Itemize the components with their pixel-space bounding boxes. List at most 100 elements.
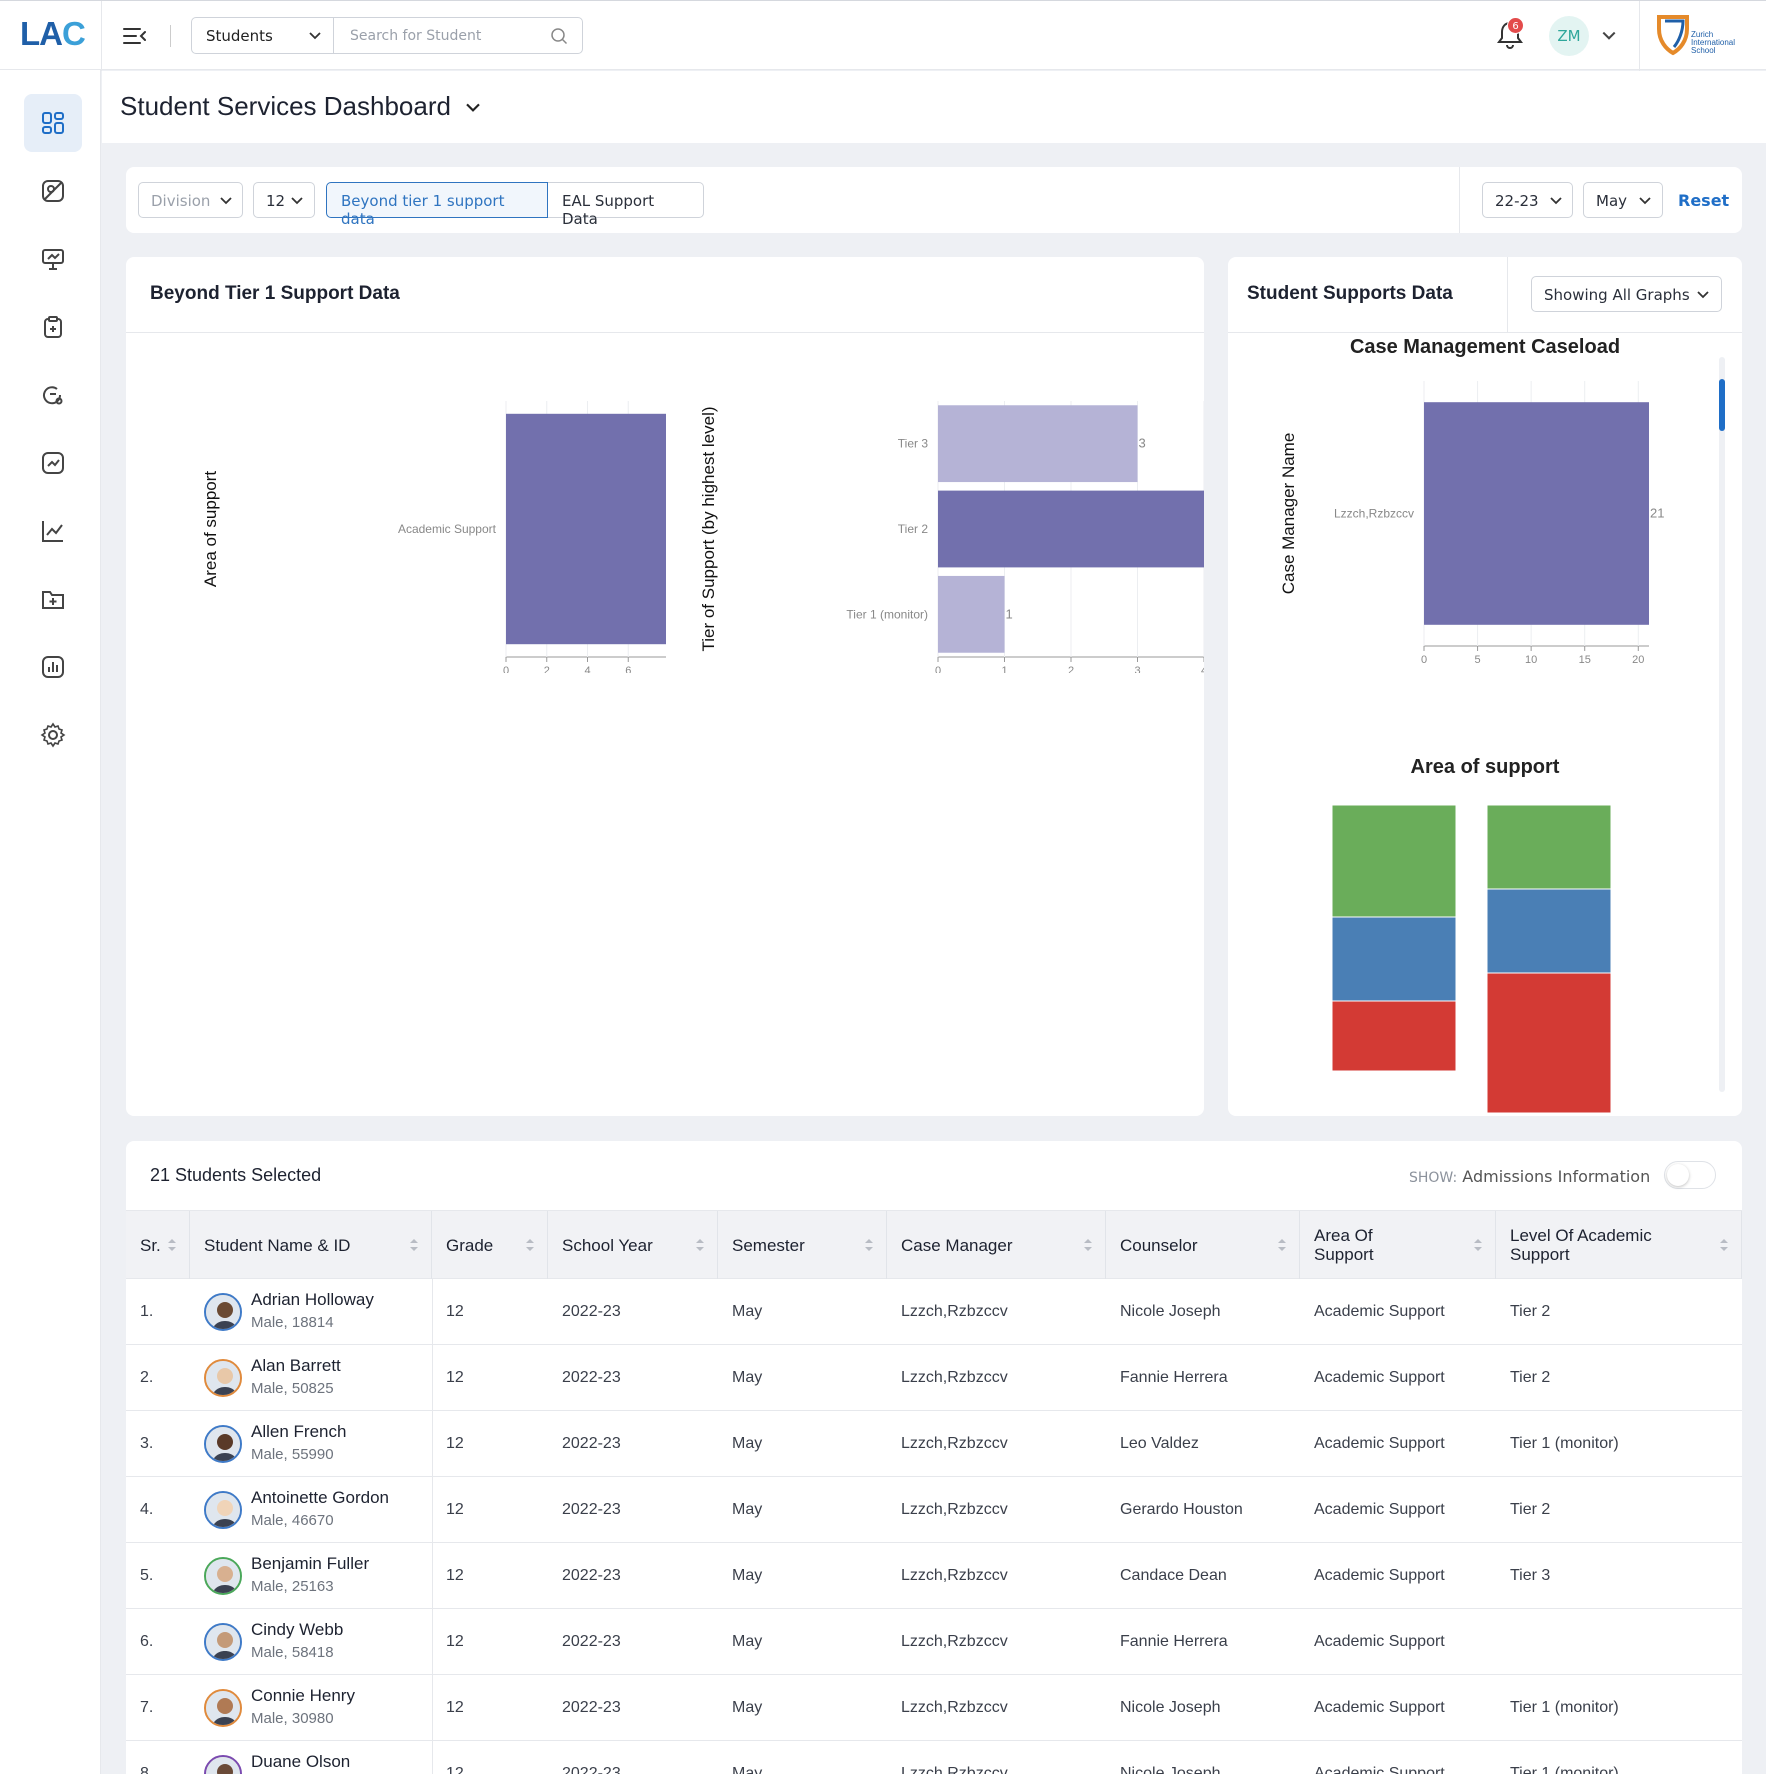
cell-area: Academic Support xyxy=(1314,1765,1445,1774)
sort-icon[interactable] xyxy=(1277,1237,1287,1253)
reset-button[interactable]: Reset xyxy=(1678,191,1730,210)
student-avatar[interactable] xyxy=(204,1293,242,1331)
student-avatar[interactable] xyxy=(204,1359,242,1397)
filter-bar: Division 12 Beyond tier 1 support data E… xyxy=(126,167,1742,233)
chevron-down-icon xyxy=(220,197,232,205)
table-row[interactable]: 4. 12 2022-23 May Lzzch,Rzbzccv Gerardo Houst… xyxy=(126,1477,1742,1543)
sidebar-item-search[interactable] xyxy=(24,366,82,424)
cell-case-manager: Lzzch,Rzbzccv xyxy=(901,1501,1008,1518)
sidebar-item-analytics[interactable] xyxy=(24,502,82,560)
sidebar-item-growth[interactable] xyxy=(24,434,82,492)
cell-area: Academic Support xyxy=(1314,1501,1445,1518)
sort-icon[interactable] xyxy=(1719,1237,1729,1253)
student-avatar[interactable] xyxy=(204,1557,242,1595)
app-logo[interactable]: LAC xyxy=(20,15,86,52)
cell-sr: 3. xyxy=(140,1435,154,1452)
scrollbar[interactable] xyxy=(1719,357,1725,1092)
tab-eal-support[interactable]: EAL Support Data xyxy=(548,182,704,228)
sort-icon[interactable] xyxy=(1083,1237,1093,1253)
x-tick-label: 0 xyxy=(503,665,509,673)
table-row[interactable]: 5. 12 2022-23 May Lzzch,Rzbzccv Candace Dean A… xyxy=(126,1543,1742,1609)
division-select[interactable]: Division xyxy=(138,182,243,218)
cell-area: Academic Support xyxy=(1314,1435,1445,1452)
table-row[interactable]: 7. 12 2022-23 May Lzzch,Rzbzccv Nicole Joseph… xyxy=(126,1675,1742,1741)
student-name[interactable]: Benjamin Fuller xyxy=(251,1554,370,1573)
student-avatar[interactable] xyxy=(204,1755,242,1774)
bar xyxy=(938,575,1005,653)
cell-semester: May xyxy=(732,1567,763,1584)
column-header[interactable]: Level Of Academic Support xyxy=(1496,1211,1742,1279)
column-header[interactable]: Case Manager xyxy=(887,1211,1106,1279)
student-name[interactable]: Duane Olson xyxy=(251,1752,351,1771)
student-name[interactable]: Connie Henry xyxy=(251,1686,355,1705)
cell-case-manager: Lzzch,Rzbzccv xyxy=(901,1369,1008,1386)
cell-grade: 12 xyxy=(446,1303,464,1320)
top-bar: LAC Students 6 ZM ZurichInternationalSch… xyxy=(0,0,1766,71)
sort-icon[interactable] xyxy=(409,1237,419,1253)
student-avatar[interactable] xyxy=(204,1491,242,1529)
student-avatar[interactable] xyxy=(204,1425,242,1463)
column-header[interactable]: Area Of Support xyxy=(1300,1211,1496,1279)
search-type-select[interactable]: Students xyxy=(192,18,334,53)
sort-icon[interactable] xyxy=(1473,1237,1483,1253)
admissions-toggle[interactable] xyxy=(1664,1161,1716,1189)
sidebar-item-folder[interactable] xyxy=(24,570,82,628)
sidebar-item-map[interactable] xyxy=(24,162,82,220)
cell-area: Academic Support xyxy=(1314,1303,1445,1320)
search-icon[interactable] xyxy=(550,27,568,45)
sidebar-item-clipboard[interactable] xyxy=(24,298,82,356)
chart-title: Area of support xyxy=(1411,756,1560,778)
cell-year: 2022-23 xyxy=(562,1303,621,1320)
sidebar-item-settings[interactable] xyxy=(24,706,82,764)
school-logo: Zurich International School xyxy=(1655,13,1755,61)
sidebar-item-reports[interactable] xyxy=(24,638,82,696)
sort-icon[interactable] xyxy=(695,1237,705,1253)
graph-filter-select[interactable]: Showing All Graphs xyxy=(1531,276,1722,312)
student-name[interactable]: Alan Barrett xyxy=(251,1356,341,1375)
student-name[interactable]: Cindy Webb xyxy=(251,1620,344,1639)
case-management-chart: 0 5 10 15 20 Lzzch,Rzbzccv 21 Case Manager Name… xyxy=(1279,336,1664,666)
sidebar-item-dashboard[interactable] xyxy=(24,94,82,152)
student-meta: Male, 18814 xyxy=(251,1314,334,1331)
student-avatar[interactable] xyxy=(204,1689,242,1727)
column-header[interactable]: Sr. xyxy=(126,1211,190,1279)
student-avatar[interactable] xyxy=(204,1623,242,1661)
column-header[interactable]: School Year xyxy=(548,1211,718,1279)
column-header[interactable]: Counselor xyxy=(1106,1211,1300,1279)
table-row[interactable]: 1. 12 2022-23 May Lzzch,Rzbzccv Nicole Joseph… xyxy=(126,1279,1742,1345)
student-name[interactable]: Antoinette Gordon xyxy=(251,1488,389,1507)
user-avatar[interactable]: ZM xyxy=(1549,16,1589,56)
category-label: Academic Support xyxy=(398,522,497,536)
column-header[interactable]: Grade xyxy=(432,1211,548,1279)
student-name[interactable]: Allen French xyxy=(251,1422,347,1441)
sidebar-item-presentation[interactable] xyxy=(24,230,82,288)
page-title[interactable]: Student Services Dashboard xyxy=(120,91,482,122)
cell-grade: 12 xyxy=(446,1435,464,1452)
user-menu-chevron-icon[interactable] xyxy=(1601,30,1617,42)
stacked-segment xyxy=(1486,972,1612,1114)
cell-area: Academic Support xyxy=(1314,1699,1445,1716)
grade-select[interactable]: 12 xyxy=(253,182,315,218)
menu-collapse-icon[interactable] xyxy=(122,23,148,49)
student-name[interactable]: Adrian Holloway xyxy=(251,1290,374,1309)
refresh-search-icon xyxy=(43,386,63,405)
month-select[interactable]: May xyxy=(1583,182,1663,218)
table-row[interactable]: 6. 12 2022-23 May Lzzch,Rzbzccv Fannie Herrer… xyxy=(126,1609,1742,1675)
column-header[interactable]: Student Name & ID xyxy=(190,1211,432,1279)
search-input[interactable] xyxy=(336,18,536,53)
y-axis-label: Case Manager Name xyxy=(1279,433,1298,595)
year-select[interactable]: 22-23 xyxy=(1482,182,1573,218)
cell-counselor: Nicole Joseph xyxy=(1120,1303,1221,1320)
tab-beyond-tier1[interactable]: Beyond tier 1 support data xyxy=(326,182,548,228)
chevron-down-icon xyxy=(466,103,480,113)
beyond-tier1-title: Beyond Tier 1 Support Data xyxy=(150,283,400,304)
cell-counselor: Candace Dean xyxy=(1120,1567,1227,1584)
sort-icon[interactable] xyxy=(864,1237,874,1253)
column-header[interactable]: Semester xyxy=(718,1211,887,1279)
table-row[interactable]: 3. 12 2022-23 May Lzzch,Rzbzccv Leo Valdez Aca… xyxy=(126,1411,1742,1477)
sort-icon[interactable] xyxy=(167,1237,177,1253)
sort-icon[interactable] xyxy=(525,1237,535,1253)
student-search: Students xyxy=(191,17,583,54)
table-row[interactable]: 2. 12 2022-23 May Lzzch,Rzbzccv Fannie Herrer… xyxy=(126,1345,1742,1411)
table-row[interactable]: 8. 12 2022-23 May Lzzch,Rzbzccv Nicole Joseph… xyxy=(126,1741,1742,1774)
